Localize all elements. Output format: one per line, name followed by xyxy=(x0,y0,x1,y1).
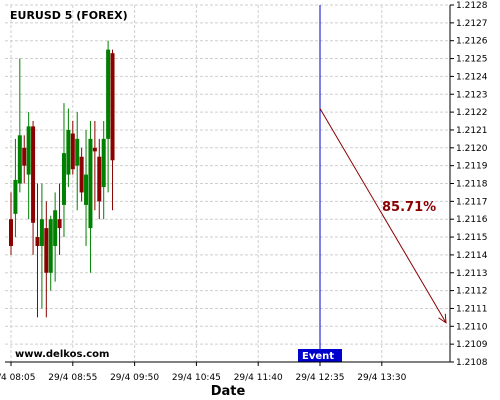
bullish-candle xyxy=(101,121,106,220)
event-label: Event xyxy=(302,351,334,362)
bearish-candle xyxy=(31,121,36,255)
event-layer: Event 85.71% xyxy=(298,5,447,362)
y-tick-label: 1.2114 xyxy=(456,251,488,261)
bearish-candle xyxy=(92,121,97,211)
candle-body xyxy=(97,156,102,202)
watermark: www.delkos.com xyxy=(15,349,109,360)
y-tick-label: 1.2116 xyxy=(456,215,488,225)
candle-body xyxy=(48,219,53,273)
candle-body xyxy=(39,219,44,246)
projection-line xyxy=(319,108,447,323)
x-tick-label: 29/4 12:35 xyxy=(295,373,344,383)
x-tick-label: 29/4 08:05 xyxy=(0,373,36,383)
bullish-candle xyxy=(88,121,93,273)
candle-body xyxy=(22,147,27,166)
x-tick-label: 29/4 13:30 xyxy=(357,373,406,383)
y-tick-label: 1.2119 xyxy=(456,162,488,172)
candle-body xyxy=(84,174,89,205)
candle-body xyxy=(61,153,66,205)
chart-title: EURUSD 5 (FOREX) xyxy=(10,9,128,22)
y-tick-label: 1.2121 xyxy=(456,126,488,136)
bullish-candle xyxy=(66,108,71,188)
y-tick-label: 1.2122 xyxy=(456,108,488,118)
x-tick-label: 29/4 09:50 xyxy=(110,373,159,383)
candle-body xyxy=(101,138,106,188)
bullish-candle xyxy=(75,112,80,211)
candle-body xyxy=(70,133,75,170)
x-tick-label: 29/4 11:40 xyxy=(234,373,283,383)
bearish-candle xyxy=(70,121,75,175)
bearish-candle xyxy=(35,183,40,318)
candle-body xyxy=(66,129,71,175)
y-tick-label: 1.2120 xyxy=(456,144,488,154)
bullish-candle xyxy=(53,192,58,282)
x-tick-label: 29/4 10:45 xyxy=(172,373,221,383)
bearish-candle xyxy=(97,138,102,220)
y-tick-label: 1.2128 xyxy=(456,1,488,11)
projection-percent-label: 85.71% xyxy=(382,200,436,215)
y-axis-ticks: 1.2108 1.2109 1.2110 1.2111 1.2112 1.2113 1.21… xyxy=(449,1,488,368)
y-tick-label: 1.2111 xyxy=(456,304,488,314)
y-tick-label: 1.2125 xyxy=(456,55,488,65)
bullish-candle xyxy=(106,40,111,193)
bullish-candle xyxy=(48,215,53,291)
y-tick-label: 1.2126 xyxy=(456,37,488,47)
x-axis-ticks: 29/4 08:05 29/4 08:55 29/4 09:50 29/4 10:45… xyxy=(0,361,450,383)
bullish-candle xyxy=(13,138,18,238)
candle-body xyxy=(75,138,80,166)
projection-arrowhead xyxy=(438,313,447,324)
candle-body xyxy=(9,219,13,246)
x-axis-label: Date xyxy=(211,384,246,399)
bearish-candle xyxy=(110,49,115,211)
y-tick-label: 1.2124 xyxy=(456,72,488,82)
y-tick-label: 1.2127 xyxy=(456,19,488,29)
bullish-candle xyxy=(84,129,89,246)
y-tick-label: 1.2108 xyxy=(456,358,488,368)
candles xyxy=(9,40,115,318)
y-tick-label: 1.2118 xyxy=(456,180,488,190)
candle-body xyxy=(26,126,31,175)
candle-body xyxy=(79,156,84,193)
candle-body xyxy=(44,228,49,273)
candle-body xyxy=(53,210,58,246)
candle-body xyxy=(110,53,115,161)
y-tick-label: 1.2117 xyxy=(456,197,488,207)
y-tick-label: 1.2115 xyxy=(456,233,488,243)
candle-body xyxy=(13,179,18,214)
x-tick-label: 29/4 08:55 xyxy=(48,373,97,383)
candle-body xyxy=(106,49,111,139)
bullish-candle xyxy=(61,103,66,238)
bearish-candle xyxy=(44,201,49,318)
candle-body xyxy=(31,126,36,223)
y-tick-label: 1.2109 xyxy=(456,340,488,350)
candle-body xyxy=(57,219,62,229)
candle-body xyxy=(17,135,22,184)
bullish-candle xyxy=(17,58,22,193)
bullish-candle xyxy=(39,183,44,309)
y-tick-label: 1.2123 xyxy=(456,90,488,100)
bearish-candle xyxy=(9,192,13,255)
event-badge xyxy=(298,349,342,362)
bearish-candle xyxy=(57,183,62,255)
grid-lines xyxy=(5,4,450,363)
bearish-candle xyxy=(22,135,27,184)
candle-body xyxy=(35,237,40,246)
bullish-candle xyxy=(26,112,31,220)
y-tick-label: 1.2113 xyxy=(456,269,488,279)
candle-body xyxy=(92,147,97,152)
bearish-candle xyxy=(79,147,84,202)
y-tick-label: 1.2110 xyxy=(456,322,488,332)
y-tick-label: 1.2112 xyxy=(456,287,488,297)
candle-body xyxy=(88,138,93,229)
